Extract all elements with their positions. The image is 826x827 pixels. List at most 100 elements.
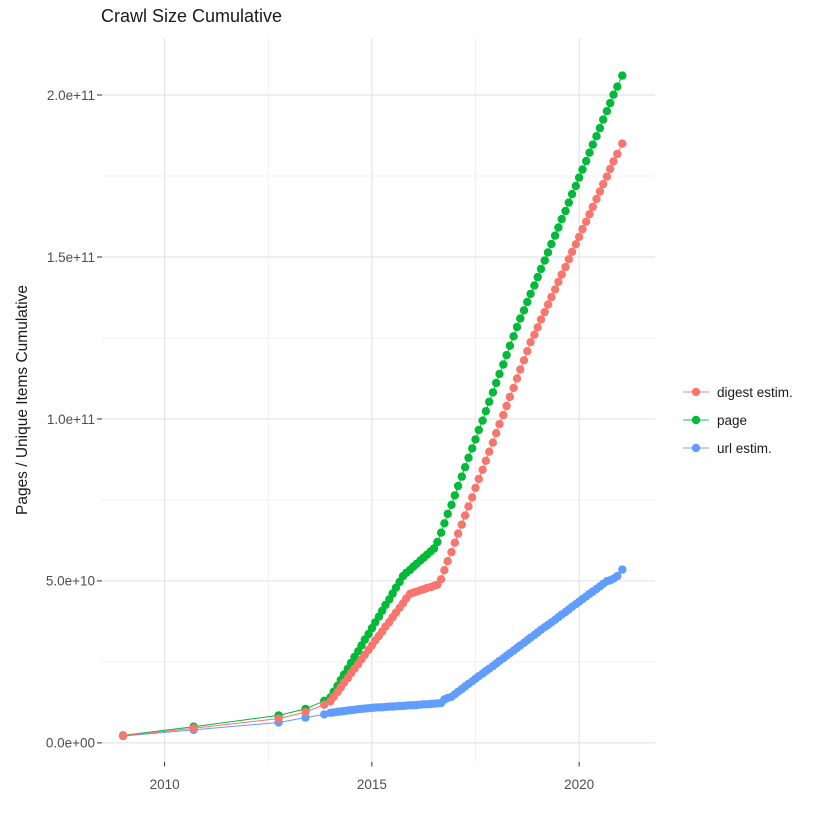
data-point-digest-estim — [509, 383, 518, 393]
data-point-page — [492, 378, 501, 388]
data-point-page — [567, 189, 577, 199]
data-point-digest-estim — [533, 323, 542, 332]
data-point-page — [554, 223, 563, 232]
data-point-digest-estim — [554, 277, 563, 287]
data-point-digest-estim — [481, 456, 491, 465]
data-point-digest-estim — [585, 210, 594, 219]
y-tick-label: 1.0e+11 — [47, 412, 95, 427]
legend-key-dot — [691, 387, 701, 397]
data-point-page — [471, 435, 480, 444]
data-point-digest-estim — [502, 401, 511, 411]
data-point-page — [592, 132, 601, 141]
data-point-digest-estim — [523, 347, 532, 356]
data-point-digest-estim — [468, 493, 477, 502]
data-point-digest-estim — [450, 538, 459, 547]
data-point-digest-estim — [471, 483, 480, 493]
legend-item-page: page — [683, 406, 793, 434]
data-point-page — [485, 397, 494, 406]
y-tick-label: 1.5e+11 — [47, 250, 95, 265]
x-tick-label: 2020 — [564, 777, 594, 792]
data-point-page — [509, 332, 518, 341]
data-point-digest-estim — [530, 330, 539, 339]
data-point-page — [512, 322, 522, 332]
data-point-digest-estim — [436, 575, 446, 584]
data-point-page — [478, 416, 487, 425]
data-point-page — [429, 544, 439, 553]
data-point-digest-estim — [492, 429, 501, 438]
data-point-digest-estim — [457, 520, 466, 529]
data-point-page — [488, 388, 498, 397]
data-point-page — [457, 472, 466, 481]
data-point-digest-estim — [571, 240, 580, 249]
data-point-page — [536, 264, 546, 274]
data-point-digest-estim — [488, 438, 498, 447]
data-point-page — [453, 481, 463, 491]
data-point-page — [530, 281, 539, 290]
data-point-digest-estim — [464, 502, 473, 511]
data-point-page — [436, 528, 446, 537]
data-point-digest-estim — [474, 474, 483, 484]
data-point-page — [606, 98, 615, 108]
legend-item-digest-estim: digest estim. — [683, 378, 793, 406]
data-point-digest-estim — [526, 338, 535, 347]
data-point-digest-estim — [440, 566, 449, 575]
data-point-digest-estim — [609, 157, 618, 166]
data-point-digest-estim — [618, 139, 627, 148]
data-point-page — [460, 463, 470, 472]
data-point-digest-estim — [599, 179, 608, 189]
data-point-digest-estim — [582, 217, 591, 226]
data-point-page — [595, 123, 605, 133]
data-point-digest-estim — [519, 356, 529, 365]
data-point-digest-estim — [485, 447, 494, 456]
data-point-digest-estim — [567, 247, 577, 256]
legend-key-page-icon — [683, 415, 709, 425]
data-point-digest-estim — [453, 529, 463, 538]
data-point-page — [447, 500, 456, 509]
data-point-page — [464, 453, 473, 462]
legend-label: page — [717, 412, 748, 428]
x-tick-label: 2010 — [150, 777, 180, 792]
data-point-page — [440, 519, 449, 528]
data-point-page — [502, 350, 511, 360]
data-point-digest-estim — [588, 202, 597, 211]
data-point-digest-estim — [443, 557, 452, 566]
data-point-digest-estim — [613, 149, 622, 159]
data-point-digest-estim — [274, 714, 283, 723]
y-tick-label: 0.0e+00 — [46, 736, 95, 751]
data-point-page — [523, 297, 532, 307]
y-tick-label: 5.0e+10 — [46, 574, 95, 589]
data-point-page — [585, 148, 594, 157]
data-point-page — [588, 140, 597, 149]
data-point-page — [443, 509, 452, 519]
data-point-digest-estim — [578, 224, 587, 234]
data-point-page — [481, 407, 491, 416]
data-point-page — [564, 198, 573, 207]
legend-label: url estim. — [717, 440, 772, 456]
data-point-digest-estim — [499, 410, 508, 420]
data-point-digest-estim — [447, 547, 456, 557]
x-tick-label: 2015 — [357, 777, 387, 792]
data-point-page — [526, 289, 535, 299]
data-point-digest-estim — [550, 285, 560, 294]
data-point-page — [618, 71, 627, 80]
data-point-page — [582, 156, 591, 166]
data-point-url-estim — [613, 571, 622, 581]
data-point-page — [499, 360, 508, 369]
data-point-page — [516, 314, 525, 323]
legend: digest estim. page url estim. — [683, 378, 793, 462]
data-point-digest-estim — [595, 187, 605, 196]
legend-key-digest-estim-icon — [683, 387, 709, 397]
chart-title: Crawl Size Cumulative — [101, 6, 283, 26]
data-point-digest-estim — [460, 511, 470, 520]
series-line-page — [123, 75, 623, 736]
data-point-page — [578, 165, 587, 174]
data-point-digest-estim — [540, 307, 549, 317]
data-point-url-estim — [618, 565, 627, 574]
data-point-digest-estim — [557, 270, 566, 279]
legend-key-dot — [691, 443, 701, 453]
data-point-page — [550, 231, 560, 240]
data-point-page — [533, 272, 542, 282]
data-point-digest-estim — [564, 255, 573, 264]
data-point-digest-estim — [547, 292, 556, 302]
data-point-page — [468, 444, 477, 453]
